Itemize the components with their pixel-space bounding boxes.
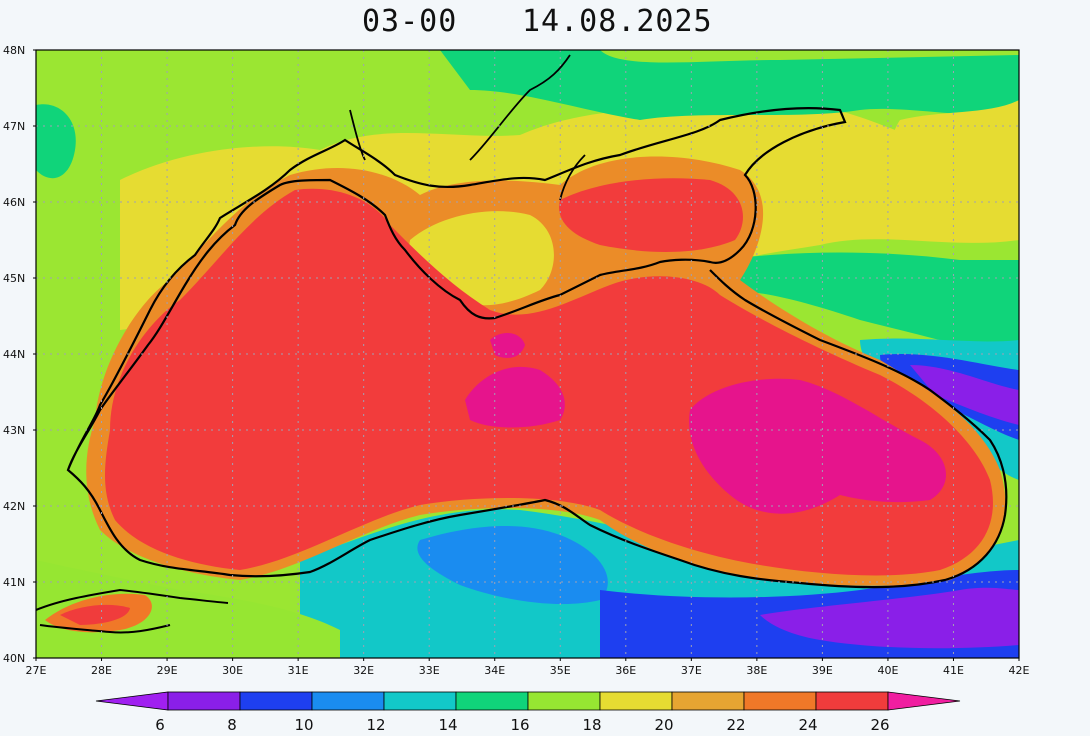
lon-tick-label: 31E: [288, 664, 309, 677]
colorbar-label: 8: [227, 716, 237, 734]
latitude-labels: 48N 47N 46N 45N 44N 43N 42N 41N 40N: [3, 44, 36, 665]
lon-tick-label: 41E: [943, 664, 964, 677]
colorbar-label: 20: [654, 716, 673, 734]
lat-tick-label: 47N: [3, 120, 25, 133]
sea-hot-east: [689, 378, 947, 514]
colorbar-label: 18: [582, 716, 601, 734]
colorbar-label: 6: [155, 716, 165, 734]
lon-tick-label: 38E: [746, 664, 767, 677]
colorbar-swatch: [311, 691, 385, 711]
azov-warm: [559, 178, 743, 252]
purple-zone-south: [760, 587, 1019, 649]
lon-tick-label: 33E: [419, 664, 440, 677]
lat-tick-label: 46N: [3, 196, 25, 209]
green-patch-west: [36, 104, 76, 179]
colorbar-swatch: [383, 691, 457, 711]
colorbar-label: 22: [726, 716, 745, 734]
lon-tick-label: 27E: [26, 664, 47, 677]
lat-tick-label: 44N: [3, 348, 25, 361]
graticule: [36, 50, 1019, 658]
green-zone-southwest: [36, 560, 340, 658]
title-hour: 03-00: [362, 4, 458, 39]
lon-tick-label: 34E: [484, 664, 505, 677]
lon-tick-label: 40E: [877, 664, 898, 677]
lon-tick-label: 39E: [812, 664, 833, 677]
lightblue-zone-south: [417, 525, 608, 605]
colorbar-swatch: [671, 691, 745, 711]
lon-tick-label: 32E: [353, 664, 374, 677]
colorbar-label: 12: [366, 716, 385, 734]
colorbar-label: 26: [870, 716, 889, 734]
lon-tick-label: 36E: [615, 664, 636, 677]
colorbar-max-arrow: [887, 691, 961, 711]
marmara-coastline: [36, 588, 229, 634]
sea-hot-central: [465, 366, 565, 428]
lat-tick-label: 45N: [3, 272, 25, 285]
colorbar-swatch: [815, 691, 889, 711]
lat-tick-label: 40N: [3, 652, 25, 665]
lon-tick-label: 42E: [1009, 664, 1030, 677]
lon-tick-label: 37E: [681, 664, 702, 677]
colorbar-swatch: [455, 691, 529, 711]
colorbar-label: 10: [294, 716, 313, 734]
title-date: 14.08.2025: [522, 4, 713, 39]
longitude-labels: 27E 28E 29E 30E 31E 32E 33E 34E 35E 36E 37E 38E 39E 4…: [26, 658, 1030, 677]
yellow-patch-east: [889, 100, 1019, 236]
lat-tick-label: 42N: [3, 500, 25, 513]
lat-tick-label: 43N: [3, 424, 25, 437]
lon-tick-label: 30E: [222, 664, 243, 677]
colorbar-label: 14: [438, 716, 457, 734]
lon-tick-label: 35E: [550, 664, 571, 677]
rivers-estuaries: [349, 54, 586, 201]
colorbar-swatch: [239, 691, 313, 711]
map-title: 03-00 14.08.2025: [0, 4, 1090, 44]
green-zone-north: [440, 50, 1019, 120]
sea-hot-small: [490, 333, 525, 358]
lat-tick-label: 41N: [3, 576, 25, 589]
green-zone-east: [720, 252, 1019, 360]
colorbar-label: 24: [798, 716, 817, 734]
colorbar: 6 8 10 12 14 16 18 20 22 24 26: [95, 691, 961, 734]
colorbar-swatch: [167, 691, 241, 711]
lat-tick-label: 48N: [3, 44, 25, 57]
lon-tick-label: 29E: [157, 664, 178, 677]
colorbar-swatch: [527, 691, 601, 711]
colorbar-swatch: [743, 691, 817, 711]
colorbar-label: 16: [510, 716, 529, 734]
marmara-red: [60, 604, 130, 625]
colorbar-swatch: [599, 691, 673, 711]
colorbar-min-arrow: [95, 691, 169, 711]
purple-zone-east: [910, 365, 1019, 425]
lon-tick-label: 28E: [91, 664, 112, 677]
